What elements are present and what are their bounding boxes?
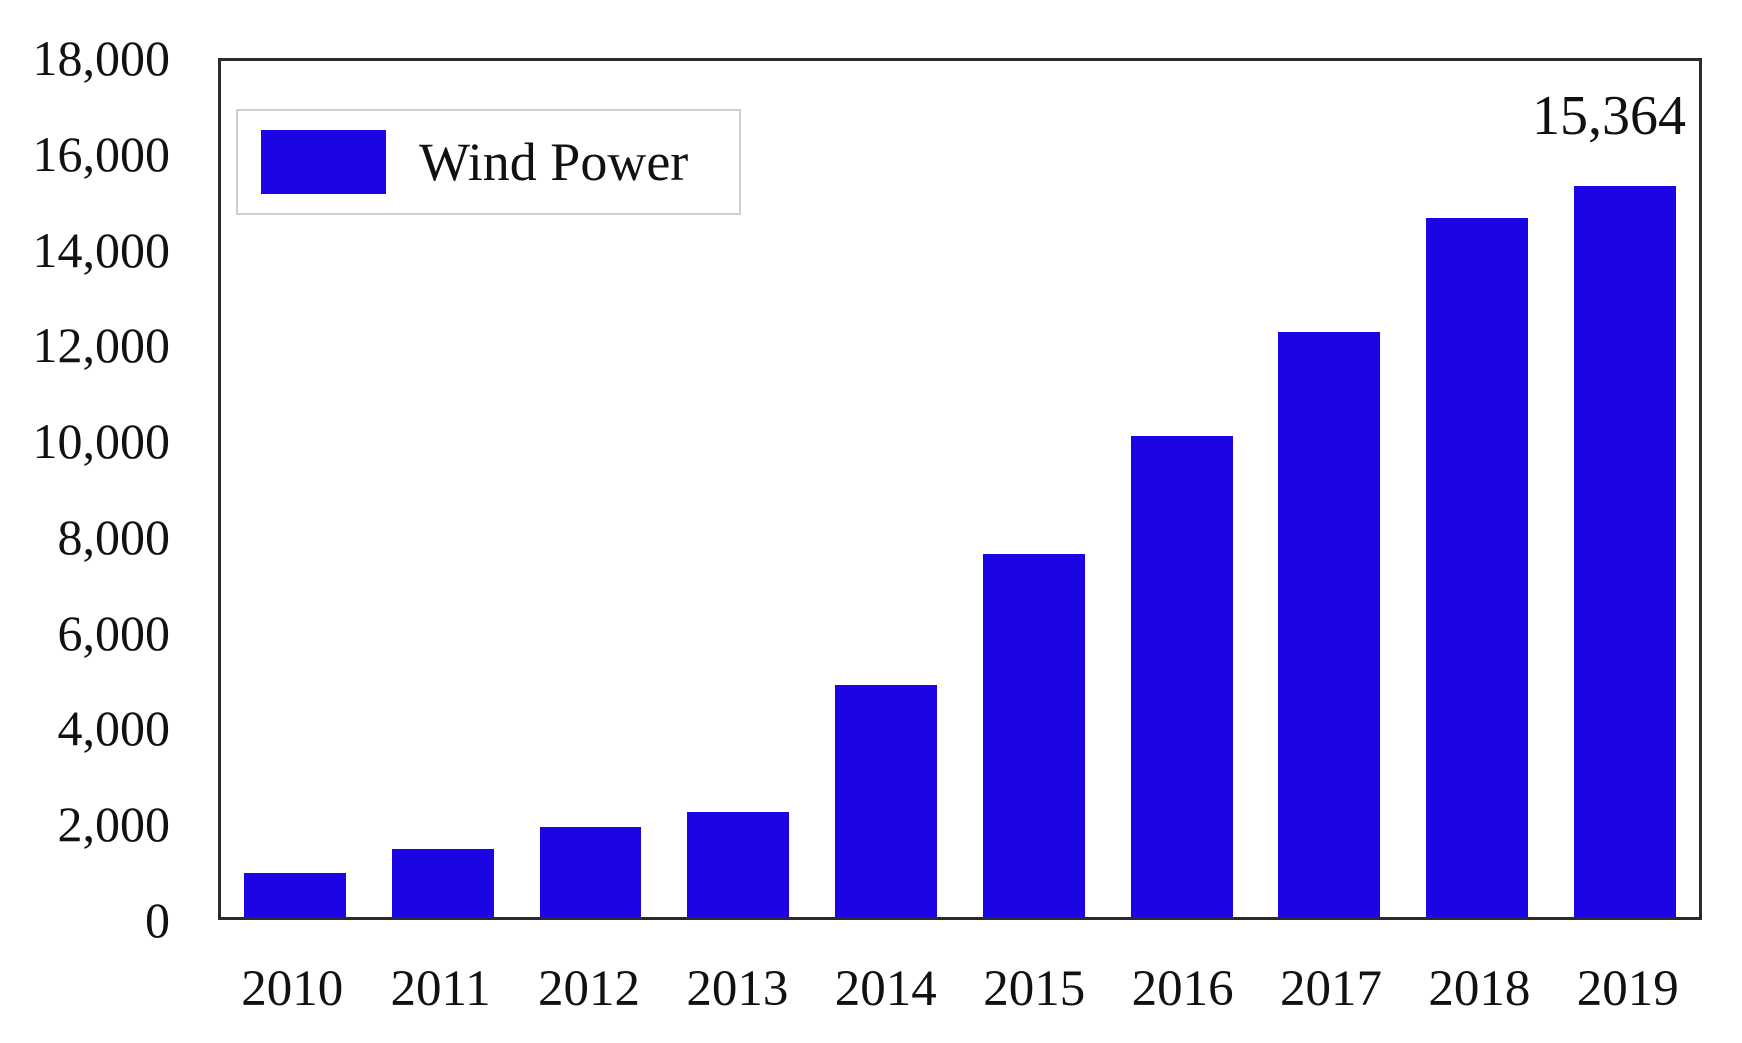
x-tick-label-2017: 2017 <box>1279 961 1382 1017</box>
bar-band-2015 <box>960 61 1108 917</box>
x-tick-label-2015: 2015 <box>983 961 1086 1017</box>
bar-band-2014 <box>812 61 960 917</box>
y-tick-label-0: 0 <box>145 892 170 948</box>
bar-2010 <box>243 872 346 917</box>
bar-2016 <box>1130 435 1233 917</box>
x-tick-label-2016: 2016 <box>1131 961 1234 1017</box>
y-tick-label-8000: 8,000 <box>57 508 171 565</box>
y-tick-label-10000: 10,000 <box>32 413 171 470</box>
x-tick-label-2013: 2013 <box>686 961 789 1017</box>
y-tick-label-16000: 16,000 <box>32 125 171 182</box>
x-tick-label-2019: 2019 <box>1576 961 1679 1017</box>
x-tick-label-2011: 2011 <box>390 961 491 1017</box>
y-tick-label-4000: 4,000 <box>57 700 171 757</box>
bar-2013 <box>687 812 790 917</box>
bar-2014 <box>835 684 938 917</box>
bar-2018 <box>1426 217 1529 917</box>
bar-band-2011 <box>369 61 517 917</box>
bar-2012 <box>539 826 642 917</box>
bar-band-2016 <box>1108 61 1256 917</box>
y-tick-label-18000: 18,000 <box>32 30 171 86</box>
bar-band-2017 <box>1256 61 1404 917</box>
legend-swatch-wind-power <box>261 130 386 194</box>
bar-band-2013 <box>664 61 812 917</box>
bar-band-2019 <box>1551 61 1699 917</box>
bar-2011 <box>391 849 494 917</box>
plot-area: Wind Power <box>218 58 1702 920</box>
x-tick-label-2010: 2010 <box>241 961 344 1017</box>
legend-label-wind-power: Wind Power <box>419 132 689 192</box>
x-tick-label-2014: 2014 <box>834 961 937 1017</box>
bars-layer <box>221 61 1699 917</box>
bar-2017 <box>1278 332 1381 917</box>
bar-2019 <box>1574 186 1677 917</box>
y-tick-label-14000: 14,000 <box>32 221 171 278</box>
bar-value-annotation-2019: 15,364 <box>1532 85 1686 147</box>
bar-band-2018 <box>1403 61 1551 917</box>
x-tick-label-2018: 2018 <box>1428 961 1531 1017</box>
bar-band-2010 <box>221 61 369 917</box>
legend-box: Wind Power <box>236 109 741 215</box>
y-tick-label-12000: 12,000 <box>32 317 171 374</box>
bar-band-2012 <box>517 61 665 917</box>
y-tick-label-2000: 2,000 <box>57 796 171 853</box>
bar-2015 <box>982 554 1085 917</box>
y-tick-label-6000: 6,000 <box>57 604 171 661</box>
x-tick-label-2012: 2012 <box>537 961 640 1017</box>
